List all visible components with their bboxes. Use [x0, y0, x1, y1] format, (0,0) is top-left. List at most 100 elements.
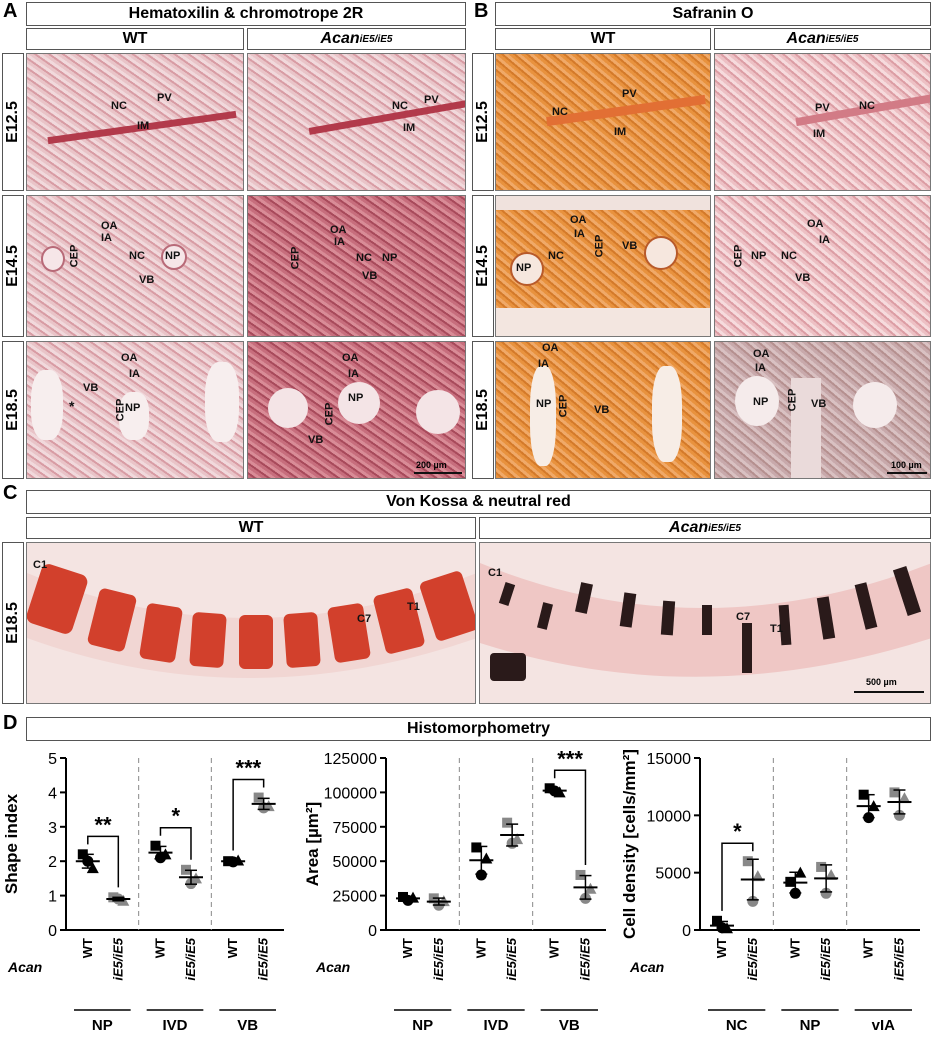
x-tick-label: iE5/iE5: [183, 937, 198, 980]
group-label: NP: [412, 1017, 433, 1034]
micrograph-b-wt-e14-5: OA IA CEP VB NP NC: [495, 195, 711, 337]
genotype-row-label: Acan: [7, 959, 42, 975]
group-label: NC: [726, 1017, 748, 1034]
micrograph-b-mut-e12-5: PV NC IM: [714, 53, 931, 191]
micrograph-b-wt-e18-5: OA IA NP CEP VB: [495, 341, 711, 479]
panel-label-b: B: [474, 0, 489, 22]
x-tick-label: iE5/iE5: [504, 937, 519, 980]
scale-bar-c: [854, 691, 924, 693]
y-axis-label: Shape index: [2, 793, 21, 894]
micrograph-a-wt-e14-5: OA IA CEP NC NP VB: [26, 195, 244, 337]
chart-area: 0 25000 50000 75000 100000 125000 Area [µm²] Ac…: [303, 746, 606, 1034]
data-point: [825, 868, 838, 880]
micrograph-c-mut: C1 C7 T1 500 µm: [479, 542, 931, 704]
y-tick-label: 0: [682, 923, 691, 940]
y-tick-label: 15000: [647, 751, 692, 768]
data-point: [721, 922, 733, 934]
micrograph-b-mut-e18-5: OA IA NP CEP VB 100 µm: [714, 341, 931, 479]
panel-c-col-wt: WT: [26, 517, 476, 539]
panel-b-col-mut: Acan iE5/iE5: [714, 28, 931, 50]
panel-a-col-mut: Acan iE5/iE5: [247, 28, 466, 50]
data-point: [553, 786, 566, 798]
micrograph-b-mut-e14-5: OA IA CEP NP NC VB: [714, 195, 931, 337]
data-point: [816, 861, 827, 872]
data-point: [893, 809, 905, 821]
x-tick-label: iE5/iE5: [745, 937, 760, 980]
significance-label: *: [171, 804, 180, 829]
data-point: [475, 869, 487, 881]
group-label: NP: [92, 1017, 113, 1034]
group-label: VB: [237, 1017, 258, 1034]
significance-bracket: [87, 835, 120, 888]
panel-label-a: A: [3, 0, 18, 22]
y-tick-label: 1: [48, 889, 57, 906]
row-label-a-e14-5: E14.5: [2, 195, 24, 337]
chart-shape-index: 0 1 2 3 4 5 Shape index Acan WT iE5/iE5 NP ** WT iE5/…: [2, 751, 284, 1034]
significance-bracket: [159, 826, 192, 860]
data-point: [480, 852, 493, 864]
micrograph-a-wt-e12-5: NC PV IM: [26, 53, 244, 191]
panel-a-title: Hematoxilin & chromotrope 2R: [26, 2, 466, 26]
x-tick-label: iE5/iE5: [256, 937, 271, 980]
scale-bar-b: [887, 472, 927, 474]
x-tick-label: WT: [225, 938, 240, 958]
x-tick-label: WT: [400, 938, 415, 958]
row-label-b-e12-5: E12.5: [472, 53, 494, 191]
row-label-a-e18-5: E18.5: [2, 341, 24, 479]
panel-b-title: Safranin O: [495, 2, 931, 26]
significance-label: *: [733, 819, 742, 844]
y-axis-label: Cell density [cells/mm²]: [620, 749, 639, 939]
y-tick-label: 75000: [333, 820, 378, 837]
data-point: [511, 833, 524, 845]
data-point: [253, 792, 264, 803]
panel-d-title: Histomorphometry: [26, 717, 931, 741]
y-tick-label: 3: [48, 820, 57, 837]
panel-label-d: D: [3, 712, 18, 734]
y-axis-label: Area [µm²]: [303, 802, 322, 886]
y-tick-label: 5000: [655, 866, 691, 883]
y-tick-label: 4: [48, 785, 57, 802]
significance-bracket: [232, 778, 265, 851]
y-tick-label: 10000: [647, 808, 692, 825]
x-tick-label: WT: [80, 938, 95, 958]
x-tick-label: WT: [787, 938, 802, 958]
genotype-row-label: Acan: [629, 959, 664, 975]
row-label-b-e14-5: E14.5: [472, 195, 494, 337]
panel-c-col-mut: Acan iE5/iE5: [479, 517, 931, 539]
y-tick-label: 50000: [333, 854, 378, 871]
x-tick-label: iE5/iE5: [577, 937, 592, 980]
scale-bar-a: [414, 472, 462, 474]
significance-label: **: [94, 812, 112, 837]
panel-c-title: Von Kossa & neutral red: [26, 490, 931, 514]
group-label: IVD: [483, 1017, 508, 1034]
micrograph-a-wt-e18-5: OA IA VB * CEP NP: [26, 341, 244, 479]
significance-label: ***: [236, 756, 262, 781]
panel-a-col-wt: WT: [26, 28, 244, 50]
data-point: [751, 870, 764, 882]
y-tick-label: 25000: [333, 889, 378, 906]
micrograph-b-wt-e12-5: NC PV IM: [495, 53, 711, 191]
x-tick-label: WT: [861, 938, 876, 958]
x-tick-label: iE5/iE5: [110, 937, 125, 980]
y-tick-label: 100000: [324, 785, 377, 802]
group-label: NP: [800, 1017, 821, 1034]
x-tick-label: WT: [714, 938, 729, 958]
scale-bar-label-b: 100 µm: [891, 460, 922, 470]
data-point: [159, 848, 172, 860]
x-tick-label: iE5/iE5: [818, 937, 833, 980]
data-point: [820, 887, 832, 899]
data-point: [502, 817, 513, 828]
data-point: [471, 842, 482, 853]
data-point: [747, 895, 759, 907]
micrograph-a-mut-e18-5: OA IA CEP NP VB 200 µm: [247, 341, 466, 479]
data-point: [742, 856, 753, 867]
x-tick-label: WT: [152, 938, 167, 958]
x-tick-label: WT: [473, 938, 488, 958]
group-label: VB: [559, 1017, 580, 1034]
data-point: [262, 800, 275, 812]
significance-bracket: [721, 842, 754, 911]
row-label-c-e18-5: E18.5: [2, 542, 24, 704]
data-point: [898, 792, 911, 804]
chart-cell-density: 0 5000 10000 15000 Cell density [cells/mm²] A…: [620, 749, 920, 1034]
x-tick-label: WT: [547, 938, 562, 958]
